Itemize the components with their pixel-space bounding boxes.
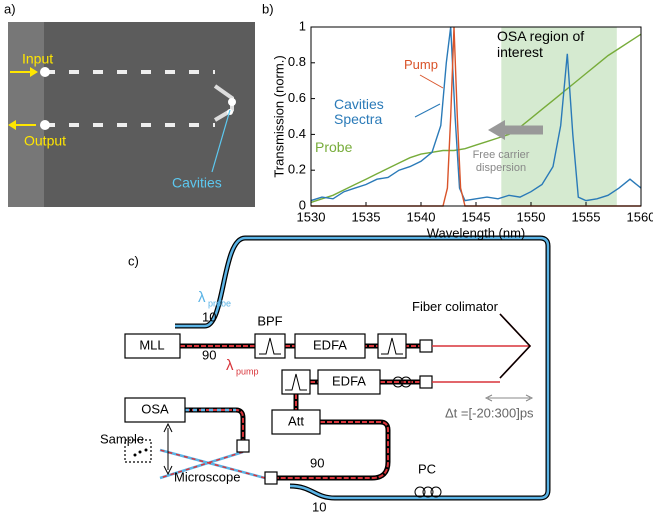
image-label: Cavities: [172, 175, 222, 191]
x-tick-label: 1560: [627, 209, 653, 224]
pump-symbol: λ: [226, 357, 234, 374]
image-label: Output: [24, 133, 66, 149]
component-label: Att: [288, 413, 304, 428]
split-ratio: 90: [310, 455, 324, 470]
x-tick-label: 1530: [297, 209, 326, 224]
x-tick-label: 1555: [572, 209, 601, 224]
y-tick-label: 0.8: [288, 54, 306, 69]
x-tick-label: 1540: [407, 209, 436, 224]
component-label: OSA: [141, 401, 169, 416]
series-line: [310, 33, 642, 204]
y-tick-label: 0.6: [288, 90, 306, 105]
pump-subscript: pump: [236, 366, 259, 376]
series-label: Probe: [315, 139, 353, 155]
component-label: MLL: [139, 337, 164, 352]
diagram-label: Sample: [100, 431, 144, 446]
split-ratio: 90: [202, 347, 216, 362]
annotation: OSA region of interest: [497, 28, 585, 60]
component-label: BPF: [257, 313, 282, 328]
probe-subscript: probe: [208, 298, 231, 308]
x-tick-label: 1535: [352, 209, 381, 224]
annotation: Free carrier dispersion: [472, 149, 530, 174]
series-label: Cavities Spectra: [334, 96, 384, 127]
setup-diagram: [124, 235, 551, 501]
component-label: EDFA: [313, 337, 347, 352]
probe-symbol: λ: [198, 289, 206, 306]
annotation-pointer: [414, 103, 441, 118]
diagram-label: PC: [418, 461, 436, 476]
diagram-label: Δt =[-20:300]ps: [445, 405, 534, 420]
y-tick-label: 0: [299, 197, 306, 212]
y-tick-label: 1: [299, 18, 306, 33]
component-label: EDFA: [332, 373, 366, 388]
image-label: Input: [22, 51, 53, 67]
diagram-label: Microscope: [174, 469, 240, 484]
panel-label: a): [4, 1, 16, 16]
y-tick-label: 0.4: [288, 126, 306, 141]
annotation-pointer: [419, 74, 444, 89]
series-label: Pump: [404, 57, 438, 72]
x-axis-label: Wavelength (nm): [427, 225, 526, 240]
diagram-label: Fiber colimator: [412, 299, 498, 314]
split-ratio: 10: [202, 309, 216, 324]
split-ratio: 10: [312, 499, 326, 514]
x-tick-label: 1550: [517, 209, 546, 224]
plot-frame: [310, 26, 642, 207]
shift-arrow-head: [488, 120, 505, 140]
panel-label: b): [262, 1, 274, 16]
y-axis-label: Transmission (norm.): [271, 55, 286, 177]
microscope-image: [8, 22, 255, 207]
series-line: [310, 26, 642, 202]
region-of-interest: [501, 27, 617, 206]
panel-label: c): [128, 253, 139, 268]
x-tick-label: 1545: [462, 209, 491, 224]
y-tick-label: 0.2: [288, 162, 306, 177]
